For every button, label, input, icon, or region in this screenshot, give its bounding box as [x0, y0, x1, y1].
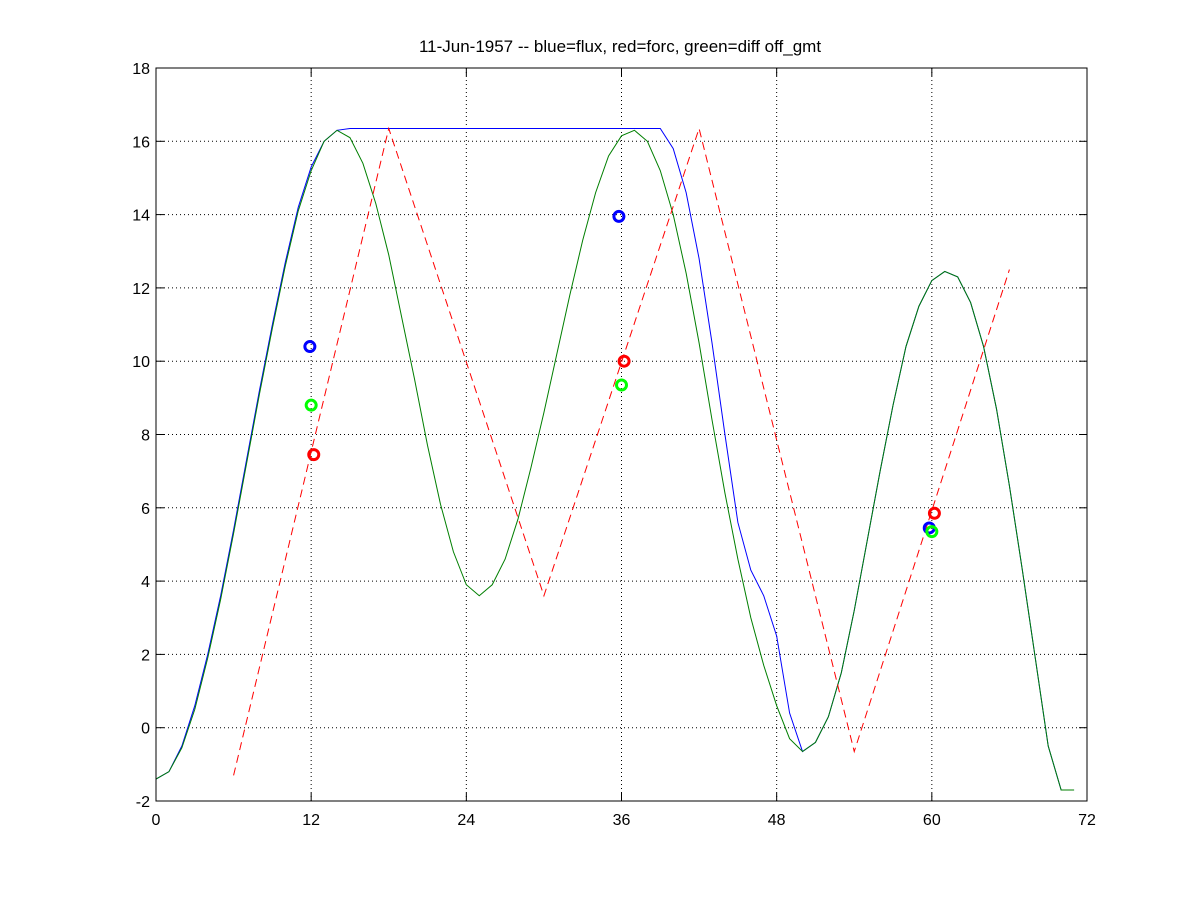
x-tick-label: 60	[923, 812, 941, 829]
y-tick-label: 0	[141, 721, 150, 738]
x-tick-label: 48	[768, 812, 786, 829]
y-tick-label: 8	[141, 428, 150, 445]
x-tick-label: 24	[457, 812, 475, 829]
y-tick-label: 4	[141, 574, 150, 591]
x-tick-label: 36	[613, 812, 631, 829]
x-tick-label: 12	[302, 812, 320, 829]
y-tick-label: 14	[132, 208, 150, 225]
y-tick-label: -2	[136, 794, 150, 811]
x-tick-label: 0	[152, 812, 161, 829]
y-tick-label: 6	[141, 501, 150, 518]
y-tick-label: 16	[132, 134, 150, 151]
chart-title: 11-Jun-1957 -- blue=flux, red=forc, gree…	[419, 37, 821, 56]
y-tick-label: 12	[132, 281, 150, 298]
y-tick-label: 18	[132, 61, 150, 78]
y-tick-label: 10	[132, 354, 150, 371]
x-tick-label: 72	[1078, 812, 1096, 829]
y-tick-label: 2	[141, 647, 150, 664]
